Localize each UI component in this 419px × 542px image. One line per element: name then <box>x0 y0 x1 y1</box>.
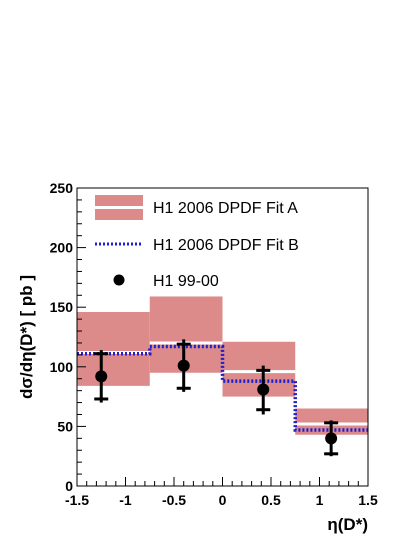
x-tick-label-1: -1 <box>119 492 132 508</box>
y-tick-label-4: 200 <box>50 240 74 256</box>
y-axis: 0 50 100 150 200 250 <box>50 180 86 494</box>
legend-data-label: H1 99-00 <box>153 273 219 290</box>
point-marker-3 <box>325 432 338 445</box>
data-points <box>94 339 339 457</box>
fit-b-step <box>77 344 368 432</box>
x-tick-label-2: -0.5 <box>162 492 186 508</box>
x-tick-label-0: -1.5 <box>65 492 89 508</box>
fit-a-band-1 <box>149 296 223 373</box>
x-tick-label-6: 1.5 <box>358 492 378 508</box>
point-marker-0 <box>95 370 108 383</box>
x-tick-label-3: 0 <box>219 492 227 508</box>
y-axis-title: dσ/dη(D*) [ pb ] <box>17 275 36 399</box>
point-marker-2 <box>257 383 270 396</box>
y-tick-label-0: 0 <box>65 478 73 494</box>
y-tick-label-5: 250 <box>50 180 74 196</box>
y-tick-label-1: 50 <box>57 418 73 434</box>
x-axis-title: η(D*) <box>327 515 368 534</box>
legend: H1 2006 DPDF Fit A H1 2006 DPDF Fit B H1… <box>95 195 299 290</box>
fit-a-band-0 <box>77 311 150 386</box>
y-tick-label-3: 150 <box>50 299 74 315</box>
legend-data-marker <box>113 274 125 286</box>
legend-fit-b-label: H1 2006 DPDF Fit B <box>153 237 299 254</box>
fit-a-bands <box>77 296 368 435</box>
x-tick-label-5: 1 <box>316 492 324 508</box>
point-marker-1 <box>177 359 190 372</box>
legend-fit-a-label: H1 2006 DPDF Fit A <box>153 200 298 217</box>
y-tick-label-2: 100 <box>50 359 74 375</box>
x-axis: -1.5 -1 -0.5 0 0.5 1 1.5 <box>65 477 378 508</box>
fit-b-step-line <box>77 344 368 432</box>
x-tick-label-4: 0.5 <box>261 492 281 508</box>
